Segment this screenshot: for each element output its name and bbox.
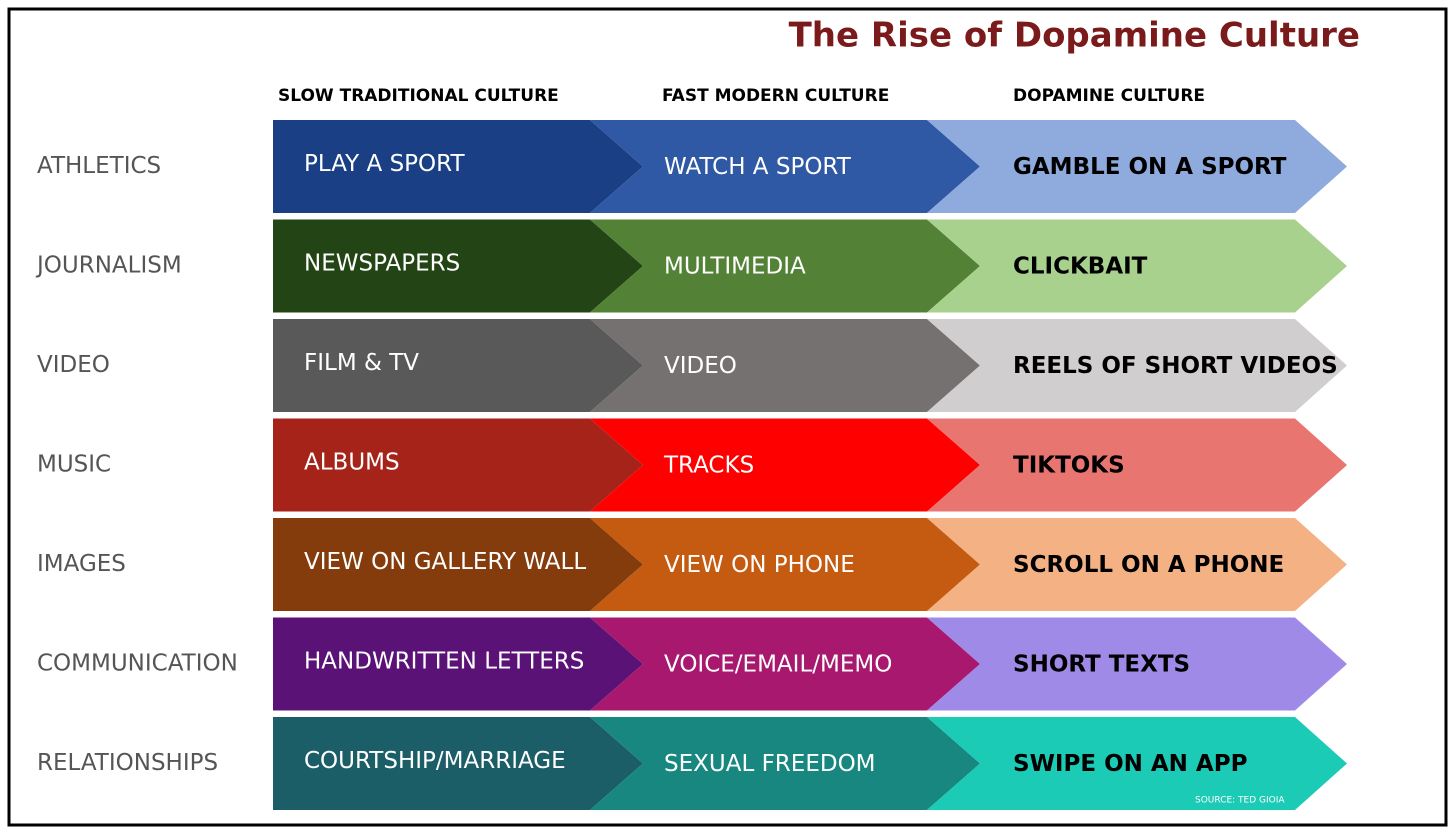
arrow-cell [927, 120, 1347, 213]
cell-text: SCROLL ON A PHONE [1013, 552, 1284, 578]
cell-text: FILM & TV [304, 350, 419, 376]
arrow-cell [273, 617, 643, 711]
cell-text: TIKTOKS [1013, 453, 1125, 479]
column-header: SLOW TRADITIONAL CULTURE [278, 86, 559, 106]
arrow-cell [590, 319, 980, 412]
row-label: IMAGES [37, 551, 126, 577]
cell-text: HANDWRITTEN LETTERS [304, 649, 584, 675]
arrow-cell [273, 717, 643, 810]
cell-text: MULTIMEDIA [664, 254, 806, 280]
cell-text: WATCH A SPORT [664, 154, 852, 180]
cell-text: TRACKS [663, 453, 754, 479]
cell-text: REELS OF SHORT VIDEOS [1013, 353, 1338, 379]
row-label: ATHLETICS [37, 153, 161, 179]
arrow-cell [273, 120, 643, 213]
arrow-cell [590, 120, 980, 213]
cell-text: COURTSHIP/MARRIAGE [304, 748, 566, 774]
row-label: RELATIONSHIPS [37, 750, 218, 776]
row-label: JOURNALISM [35, 253, 182, 279]
arrow-cell [927, 219, 1347, 313]
cell-text: SWIPE ON AN APP [1013, 751, 1247, 777]
arrow-cell [927, 617, 1347, 711]
arrow-cell [590, 717, 980, 810]
cell-text: VIDEO [664, 353, 737, 379]
arrow-cell [927, 319, 1347, 412]
arrow-cell [927, 518, 1347, 611]
arrow-cell [590, 418, 980, 512]
column-header: FAST MODERN CULTURE [662, 86, 889, 106]
column-header: DOPAMINE CULTURE [1013, 86, 1205, 106]
arrow-cell [273, 219, 643, 313]
cell-text: VIEW ON GALLERY WALL [304, 549, 586, 575]
source-note: SOURCE: TED GIOIA [1195, 796, 1285, 806]
cell-text: VIEW ON PHONE [664, 552, 855, 578]
title: The Rise of Dopamine Culture [789, 16, 1360, 56]
arrow-cell [927, 717, 1347, 810]
row-label: MUSIC [37, 452, 111, 478]
row-label: COMMUNICATION [37, 651, 238, 677]
arrow-cell [590, 219, 980, 313]
cell-text: ALBUMS [304, 450, 400, 476]
cell-text: GAMBLE ON A SPORT [1013, 154, 1287, 180]
cell-text: CLICKBAIT [1013, 254, 1148, 280]
cell-text: SHORT TEXTS [1013, 652, 1190, 678]
row-label: VIDEO [37, 352, 110, 378]
arrow-cell [273, 319, 643, 412]
cell-text: NEWSPAPERS [304, 251, 460, 277]
cell-text: VOICE/EMAIL/MEMO [664, 652, 892, 678]
arrow-cell [927, 418, 1347, 512]
arrow-cell [273, 518, 643, 611]
cell-text: SEXUAL FREEDOM [664, 751, 876, 777]
arrow-cell [590, 617, 980, 711]
arrow-cell [273, 418, 643, 512]
cell-text: PLAY A SPORT [304, 151, 465, 177]
arrow-cell [590, 518, 980, 611]
